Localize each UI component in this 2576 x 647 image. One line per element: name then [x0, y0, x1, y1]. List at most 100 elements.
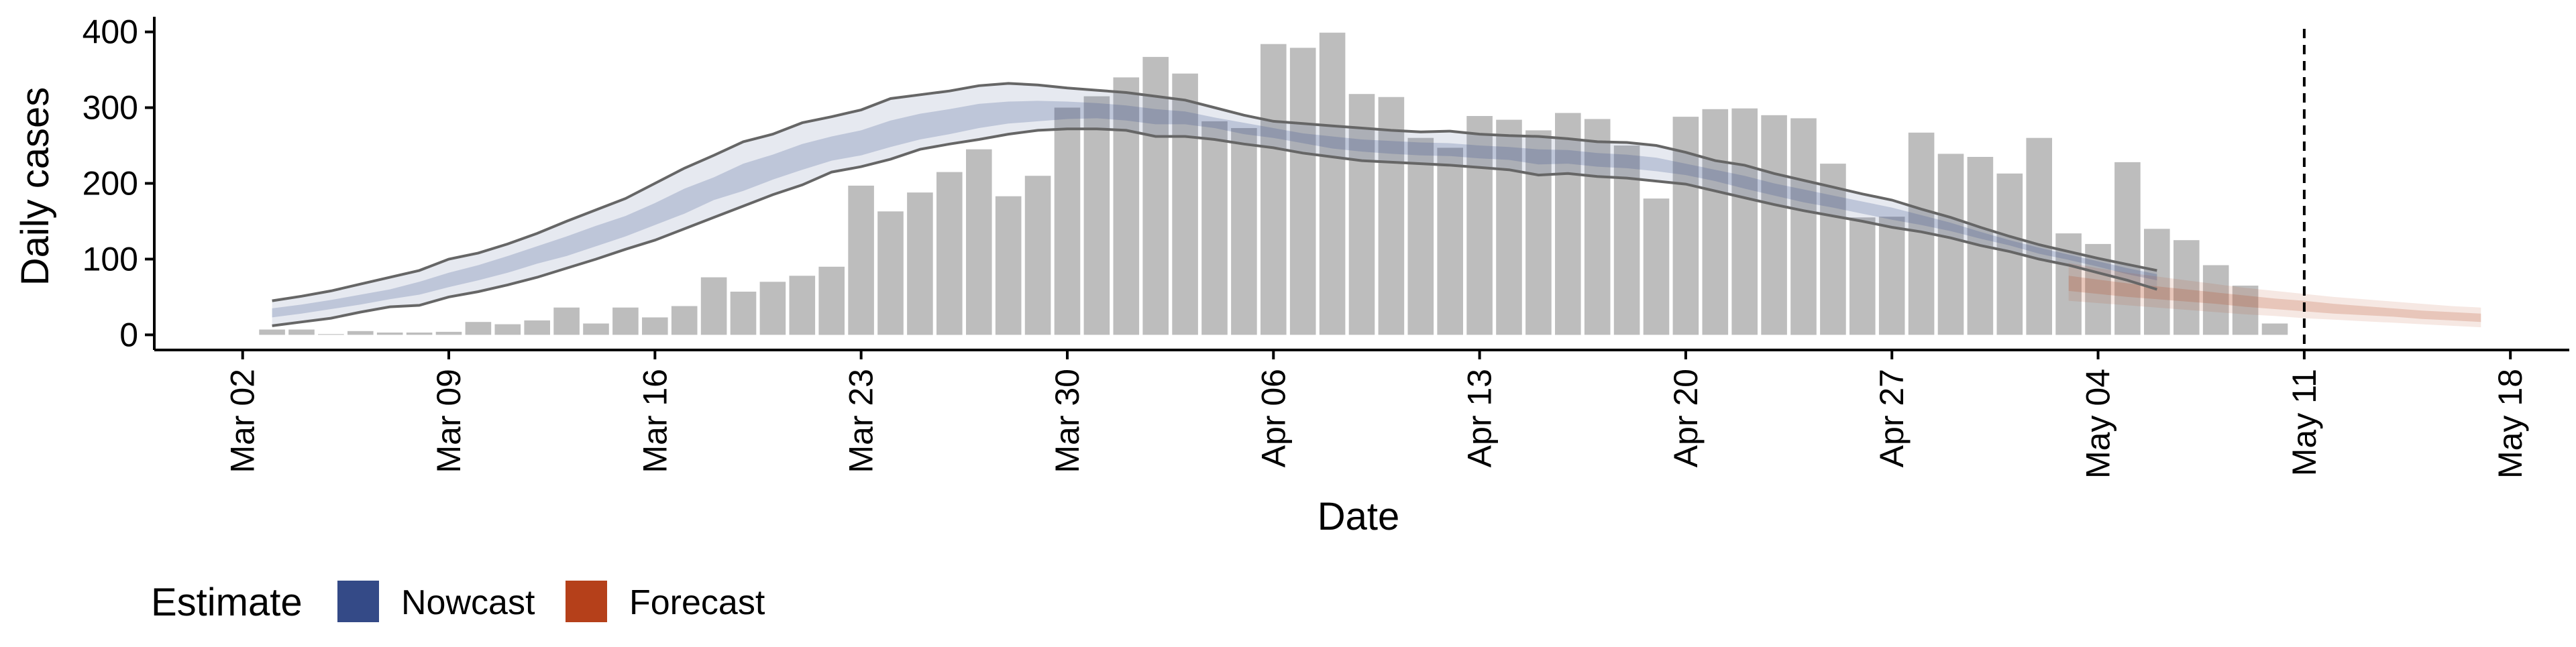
axes-layer: 0 100 200 300 400 Mar 02 Mar 09 Mar 16 Mar 23 Mar… — [83, 13, 2569, 479]
legend-title: Estimate — [151, 581, 303, 624]
bar — [1024, 176, 1051, 335]
bar — [671, 306, 698, 335]
forecast-90-band — [2068, 263, 2481, 328]
bar — [1466, 116, 1493, 335]
y-tick-label: 300 — [83, 89, 138, 127]
bar — [1083, 96, 1110, 335]
bar — [2026, 137, 2052, 335]
bar — [1937, 154, 1964, 335]
bar — [347, 331, 374, 335]
nowcast-50-band — [272, 101, 2157, 318]
bar — [1054, 107, 1081, 335]
bar — [2202, 265, 2229, 335]
legend-swatch-forecast — [566, 581, 607, 622]
bar — [288, 329, 315, 335]
bar — [2232, 286, 2259, 335]
bar — [642, 317, 668, 335]
y-tick-label: 200 — [83, 165, 138, 202]
bar — [1878, 217, 1905, 335]
y-tick-label: 0 — [119, 316, 138, 353]
legend: Estimate Nowcast Forecast — [151, 581, 765, 624]
x-tick-label: Mar 16 — [636, 369, 674, 473]
bar — [524, 320, 550, 335]
bar — [700, 277, 727, 335]
bar — [583, 323, 609, 335]
bars-layer — [259, 32, 2288, 335]
bar — [966, 149, 992, 335]
bar — [2114, 162, 2141, 335]
bar — [2174, 240, 2200, 335]
x-tick-label: Apr 27 — [1873, 369, 1911, 467]
x-tick-label: Apr 06 — [1254, 369, 1292, 467]
labels-layer: Daily cases Date — [13, 87, 1399, 538]
x-tick-label: Apr 13 — [1461, 369, 1499, 467]
bar — [1260, 44, 1287, 335]
x-tick-label: Mar 09 — [430, 369, 468, 473]
x-tick-label: May 11 — [2286, 369, 2323, 476]
bar — [818, 266, 845, 335]
x-tick-label: May 04 — [2080, 369, 2117, 479]
y-axis-title: Daily cases — [13, 87, 57, 286]
bar — [1319, 32, 1346, 335]
bar — [759, 282, 786, 335]
x-tick-label: Apr 20 — [1667, 369, 1705, 467]
bar — [789, 276, 816, 335]
bar — [494, 324, 521, 335]
lines-layer — [272, 29, 2306, 350]
bar — [1525, 130, 1552, 335]
bar — [1407, 137, 1434, 335]
x-tick-label: Mar 30 — [1049, 369, 1086, 473]
bar — [1437, 148, 1463, 335]
x-tick-label: Mar 02 — [224, 369, 262, 473]
forecast-50-band — [2068, 276, 2481, 322]
nowcast-90-band — [272, 83, 2157, 326]
x-axis-title: Date — [1318, 495, 1400, 538]
bar — [1702, 109, 1729, 335]
x-tick-label: May 18 — [2491, 369, 2529, 479]
bar — [376, 333, 403, 335]
bar — [1231, 128, 1257, 335]
bar — [1643, 198, 1670, 335]
bar — [907, 192, 933, 335]
legend-label-forecast: Forecast — [629, 583, 765, 622]
bar — [995, 196, 1022, 335]
bar — [848, 185, 874, 335]
bar — [1378, 97, 1405, 335]
bar — [877, 211, 904, 335]
bar — [406, 333, 433, 335]
bar — [730, 292, 757, 335]
bar — [1289, 48, 1316, 335]
x-tick-label: Mar 23 — [843, 369, 880, 473]
bar — [2144, 229, 2170, 335]
bar — [1172, 73, 1198, 335]
legend-swatch-nowcast — [337, 581, 379, 622]
bar — [1790, 118, 1817, 335]
bar — [2261, 323, 2288, 335]
bar — [465, 322, 492, 335]
bar — [1584, 119, 1611, 335]
nowcast-upper-line — [272, 82, 2157, 302]
bar — [1555, 113, 1581, 335]
bar — [1731, 108, 1758, 335]
bar — [318, 334, 344, 335]
nowcast-lower-line — [272, 127, 2157, 327]
bar — [259, 329, 285, 335]
bar — [435, 331, 462, 335]
bar — [1820, 164, 1846, 335]
bar — [1496, 119, 1522, 335]
legend-label-nowcast: Nowcast — [401, 583, 535, 622]
ribbons-layer — [272, 83, 2481, 328]
bar — [1849, 217, 1876, 335]
bar — [936, 172, 963, 335]
bar — [1761, 115, 1787, 335]
bar — [1201, 121, 1228, 335]
bar — [1142, 56, 1169, 335]
bar — [1113, 77, 1140, 335]
y-tick-label: 100 — [83, 240, 138, 278]
bar — [553, 307, 580, 335]
bar — [1348, 94, 1375, 335]
bar — [612, 307, 639, 335]
y-tick-label: 400 — [83, 13, 138, 51]
